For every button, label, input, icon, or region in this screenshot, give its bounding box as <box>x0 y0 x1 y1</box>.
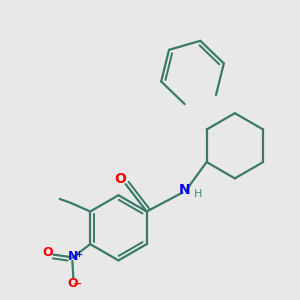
Text: N: N <box>68 250 79 263</box>
Text: N: N <box>178 183 190 197</box>
Text: H: H <box>194 189 202 199</box>
Text: +: + <box>75 250 82 259</box>
Text: O: O <box>67 277 78 290</box>
Text: O: O <box>115 172 126 186</box>
Text: O: O <box>43 246 53 259</box>
Text: −: − <box>73 279 82 289</box>
